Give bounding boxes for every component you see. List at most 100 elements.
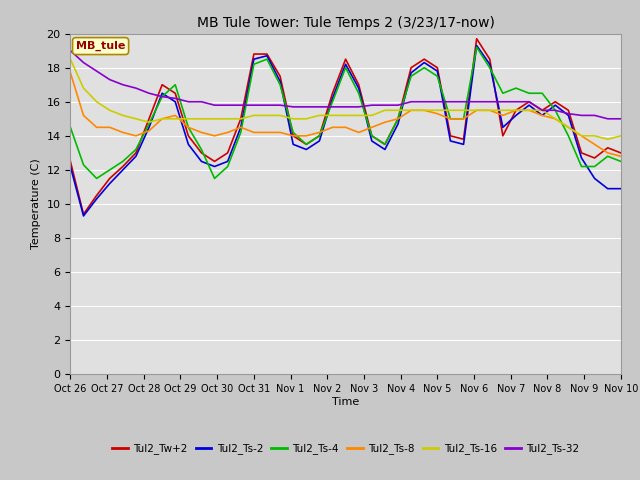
Tul2_Ts-16 — [145, 120, 153, 125]
Tul2_Ts-32 — [420, 99, 428, 105]
Tul2_Ts-32 — [604, 116, 612, 121]
Tul2_Ts-8 — [158, 116, 166, 121]
Tul2_Ts-2 — [289, 142, 297, 147]
X-axis label: Time: Time — [332, 397, 359, 407]
Tul2_Tw+2 — [145, 116, 153, 121]
Tul2_Ts-32 — [538, 108, 546, 113]
Tul2_Ts-8 — [447, 116, 454, 121]
Tul2_Ts-2 — [355, 85, 362, 91]
Tul2_Ts-4 — [512, 85, 520, 91]
Tul2_Tw+2 — [237, 116, 244, 121]
Tul2_Ts-32 — [433, 99, 441, 105]
Line: Tul2_Ts-8: Tul2_Ts-8 — [70, 73, 621, 156]
Tul2_Tw+2 — [591, 155, 598, 161]
Tul2_Ts-8 — [538, 112, 546, 118]
Tul2_Ts-2 — [276, 78, 284, 84]
Tul2_Tw+2 — [473, 36, 481, 42]
Tul2_Ts-32 — [473, 99, 481, 105]
Tul2_Ts-16 — [355, 112, 362, 118]
Tul2_Ts-16 — [276, 112, 284, 118]
Tul2_Tw+2 — [355, 82, 362, 87]
Tul2_Tw+2 — [342, 56, 349, 62]
Tul2_Ts-4 — [342, 65, 349, 71]
Tul2_Ts-16 — [211, 116, 218, 121]
Tul2_Tw+2 — [604, 145, 612, 151]
Tul2_Tw+2 — [538, 108, 546, 113]
Tul2_Ts-8 — [93, 124, 100, 130]
Tul2_Ts-2 — [552, 102, 559, 108]
Tul2_Ts-2 — [591, 176, 598, 181]
Tul2_Ts-4 — [552, 108, 559, 113]
Tul2_Ts-8 — [132, 133, 140, 139]
Tul2_Ts-8 — [263, 130, 271, 135]
Tul2_Ts-8 — [329, 124, 337, 130]
Tul2_Ts-4 — [578, 164, 586, 169]
Tul2_Ts-8 — [224, 130, 232, 135]
Tul2_Ts-32 — [525, 99, 533, 105]
Tul2_Tw+2 — [184, 133, 192, 139]
Tul2_Ts-16 — [381, 108, 388, 113]
Tul2_Ts-8 — [433, 111, 441, 117]
Tul2_Ts-2 — [525, 102, 533, 108]
Tul2_Ts-32 — [578, 112, 586, 118]
Tul2_Ts-8 — [342, 124, 349, 130]
Tul2_Tw+2 — [578, 150, 586, 156]
Tul2_Ts-2 — [93, 196, 100, 202]
Tul2_Ts-16 — [342, 112, 349, 118]
Tul2_Ts-4 — [499, 90, 507, 96]
Tul2_Ts-2 — [617, 186, 625, 192]
Tul2_Ts-32 — [172, 96, 179, 101]
Tul2_Ts-8 — [552, 116, 559, 121]
Tul2_Ts-4 — [172, 82, 179, 87]
Tul2_Tw+2 — [564, 108, 572, 113]
Tul2_Ts-32 — [368, 102, 376, 108]
Tul2_Tw+2 — [198, 150, 205, 156]
Tul2_Tw+2 — [381, 142, 388, 147]
Tul2_Ts-2 — [407, 70, 415, 76]
Tul2_Ts-16 — [106, 108, 113, 113]
Tul2_Ts-4 — [79, 162, 87, 168]
Tul2_Ts-4 — [460, 116, 467, 121]
Tul2_Ts-4 — [67, 124, 74, 130]
Tul2_Ts-4 — [289, 130, 297, 135]
Tul2_Tw+2 — [552, 99, 559, 105]
Tul2_Ts-4 — [433, 73, 441, 79]
Tul2_Ts-4 — [329, 99, 337, 105]
Tul2_Ts-4 — [420, 65, 428, 71]
Tul2_Ts-16 — [486, 108, 493, 113]
Tul2_Ts-8 — [460, 116, 467, 121]
Tul2_Ts-32 — [460, 99, 467, 105]
Tul2_Ts-8 — [211, 133, 218, 139]
Tul2_Tw+2 — [447, 133, 454, 139]
Tul2_Ts-4 — [237, 130, 244, 135]
Tul2_Tw+2 — [486, 56, 493, 62]
Tul2_Ts-32 — [263, 102, 271, 108]
Tul2_Ts-16 — [263, 112, 271, 118]
Tul2_Tw+2 — [250, 51, 258, 57]
Tul2_Ts-2 — [132, 154, 140, 159]
Tul2_Ts-32 — [512, 99, 520, 105]
Tul2_Ts-8 — [486, 108, 493, 113]
Tul2_Ts-32 — [617, 116, 625, 121]
Tul2_Ts-4 — [525, 90, 533, 96]
Tul2_Ts-16 — [525, 108, 533, 113]
Tul2_Ts-32 — [67, 48, 74, 54]
Tul2_Ts-16 — [93, 99, 100, 105]
Title: MB Tule Tower: Tule Temps 2 (3/23/17-now): MB Tule Tower: Tule Temps 2 (3/23/17-now… — [196, 16, 495, 30]
Tul2_Ts-8 — [237, 124, 244, 130]
Tul2_Tw+2 — [460, 136, 467, 142]
Tul2_Ts-4 — [93, 176, 100, 181]
Tul2_Ts-4 — [303, 142, 310, 147]
Tul2_Tw+2 — [394, 116, 402, 121]
Tul2_Ts-16 — [67, 56, 74, 62]
Tul2_Tw+2 — [303, 142, 310, 147]
Tul2_Ts-32 — [93, 68, 100, 74]
Tul2_Ts-16 — [433, 108, 441, 113]
Tul2_Tw+2 — [420, 56, 428, 62]
Tul2_Ts-4 — [198, 146, 205, 152]
Tul2_Ts-32 — [276, 102, 284, 108]
Tul2_Tw+2 — [158, 82, 166, 87]
Tul2_Ts-4 — [591, 164, 598, 169]
Tul2_Ts-8 — [578, 133, 586, 139]
Tul2_Ts-32 — [447, 99, 454, 105]
